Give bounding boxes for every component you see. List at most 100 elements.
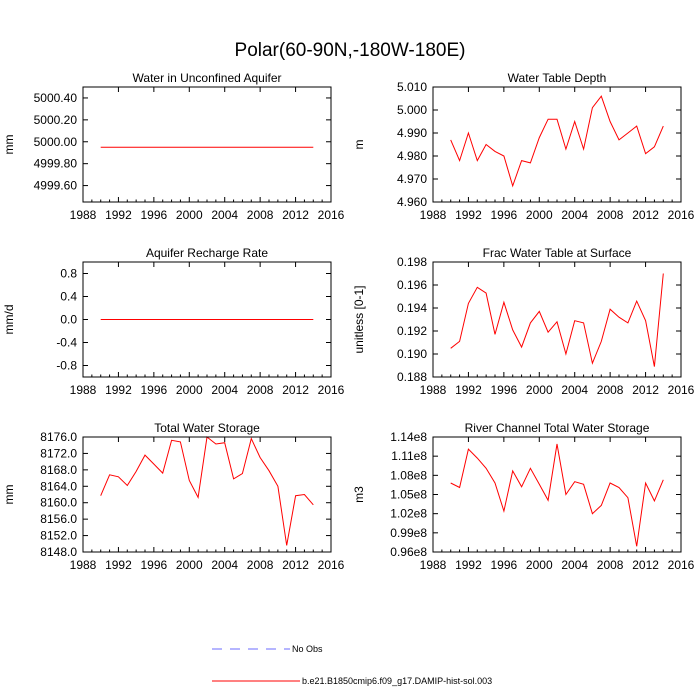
x-tick-label: 1988 xyxy=(70,383,97,397)
y-tick-label: 8148.0 xyxy=(40,545,77,559)
y-tick-label: 0.188 xyxy=(397,370,427,384)
y-tick-label: 0.99e8 xyxy=(390,526,427,540)
x-tick-label: 1988 xyxy=(420,208,447,222)
x-tick-label: 1996 xyxy=(491,558,518,572)
legend-label-no-obs: No Obs xyxy=(292,644,323,654)
chart-panel-2: Water Table Depth m 1988 1992 1996 2000 2004 20… xyxy=(352,71,695,222)
figure-title: Polar(60-90N,-180W-180E) xyxy=(235,40,466,61)
plot-frame xyxy=(432,436,682,553)
y-tick-label: 8176.0 xyxy=(40,430,77,444)
x-tick-label: 2000 xyxy=(176,383,203,397)
y-tick-label: 5.010 xyxy=(397,80,427,94)
chart-panel-5: Total Water Storage mm 1988 1992 1996 2000 200… xyxy=(2,421,345,572)
y-tick-label: 4.960 xyxy=(397,195,427,209)
x-tick-label: 2004 xyxy=(211,208,238,222)
series-line-1 xyxy=(100,436,314,546)
panel-title: Frac Water Table at Surface xyxy=(483,246,632,260)
chart-panel-1: Water in Unconfined Aquifer mm 1988 1992 199… xyxy=(2,71,345,222)
y-tick-label: 1.02e8 xyxy=(390,507,427,521)
y-tick-label: 1.05e8 xyxy=(390,488,427,502)
y-tick-label: 8172.0 xyxy=(40,446,77,460)
panel-ylabel: m3 xyxy=(352,486,366,503)
y-tick-label: 0.8 xyxy=(60,267,77,281)
y-tick-label: 0.4 xyxy=(60,290,77,304)
x-tick-label: 2012 xyxy=(282,558,309,572)
x-tick-label: 1996 xyxy=(491,208,518,222)
y-tick-label: 0.198 xyxy=(397,255,427,269)
y-tick-label: 0.190 xyxy=(397,347,427,361)
panel-ylabel: mm xyxy=(2,135,16,155)
x-tick-label: 2000 xyxy=(176,558,203,572)
x-tick-label: 2004 xyxy=(561,208,588,222)
x-tick-label: 2012 xyxy=(632,558,659,572)
x-tick-label: 1996 xyxy=(491,383,518,397)
x-tick-label: 2008 xyxy=(247,558,274,572)
y-tick-label: -0.8 xyxy=(56,359,77,373)
y-tick-label: 0.192 xyxy=(397,324,427,338)
y-tick-label: 1.08e8 xyxy=(390,468,427,482)
series-line-1 xyxy=(450,273,664,367)
x-tick-label: 2000 xyxy=(176,208,203,222)
panel-title: Total Water Storage xyxy=(154,421,260,435)
y-tick-label: 0.96e8 xyxy=(390,545,427,559)
x-tick-label: 2008 xyxy=(597,383,624,397)
y-tick-label: 4999.80 xyxy=(34,157,78,171)
y-tick-label: 0.0 xyxy=(60,313,77,327)
y-tick-label: 4.990 xyxy=(397,126,427,140)
x-tick-label: 2000 xyxy=(526,208,553,222)
x-tick-label: 2000 xyxy=(526,558,553,572)
panel-ylabel: unitless [0-1] xyxy=(352,285,366,353)
y-tick-label: 8152.0 xyxy=(40,529,77,543)
x-tick-label: 2016 xyxy=(668,383,695,397)
panel-ylabel: mm xyxy=(2,485,16,505)
x-tick-label: 2012 xyxy=(282,383,309,397)
x-tick-label: 2016 xyxy=(668,558,695,572)
x-tick-label: 1992 xyxy=(455,208,482,222)
y-tick-label: -0.4 xyxy=(56,336,77,350)
y-tick-label: 0.194 xyxy=(397,301,427,315)
x-tick-label: 2016 xyxy=(318,383,345,397)
x-tick-label: 2016 xyxy=(318,558,345,572)
chart-panel-3: Aquifer Recharge Rate mm/d 1988 1992 1996 200… xyxy=(2,246,345,397)
x-tick-label: 1996 xyxy=(141,383,168,397)
x-tick-label: 2004 xyxy=(211,558,238,572)
chart-panels: Water in Unconfined Aquifer mm 1988 1992 199… xyxy=(2,71,695,572)
y-tick-label: 5000.00 xyxy=(34,135,78,149)
y-tick-label: 0.196 xyxy=(397,278,427,292)
y-tick-label: 4999.60 xyxy=(34,179,78,193)
x-tick-label: 1992 xyxy=(105,558,132,572)
y-tick-label: 8160.0 xyxy=(40,496,77,510)
x-tick-label: 2012 xyxy=(282,208,309,222)
y-tick-label: 8168.0 xyxy=(40,463,77,477)
x-tick-label: 2008 xyxy=(247,208,274,222)
y-tick-label: 8164.0 xyxy=(40,479,77,493)
x-tick-label: 2004 xyxy=(211,383,238,397)
y-tick-label: 4.970 xyxy=(397,172,427,186)
chart-panel-6: River Channel Total Water Storage m3 1988 1… xyxy=(352,421,695,572)
x-tick-label: 1988 xyxy=(420,383,447,397)
panel-title: Water in Unconfined Aquifer xyxy=(133,71,282,85)
chart-panel-4: Frac Water Table at Surface unitless [0-1… xyxy=(352,246,695,397)
plot-frame xyxy=(82,86,332,203)
y-tick-label: 5.000 xyxy=(397,103,427,117)
legend-label-model: b.e21.B1850cmip6.f09_g17.DAMIP-hist-sol.… xyxy=(302,676,492,686)
y-tick-label: 8156.0 xyxy=(40,512,77,526)
x-tick-label: 1992 xyxy=(455,558,482,572)
panel-ylabel: mm/d xyxy=(2,305,16,335)
x-tick-label: 2008 xyxy=(597,558,624,572)
y-tick-label: 5000.40 xyxy=(34,91,78,105)
x-tick-label: 1988 xyxy=(70,558,97,572)
x-tick-label: 2008 xyxy=(597,208,624,222)
plot-frame xyxy=(432,261,682,378)
x-tick-label: 2012 xyxy=(632,208,659,222)
y-tick-label: 5000.20 xyxy=(34,113,78,127)
plot-frame xyxy=(82,436,332,553)
x-tick-label: 2000 xyxy=(526,383,553,397)
legend: No Obs b.e21.B1850cmip6.f09_g17.DAMIP-hi… xyxy=(212,644,492,686)
x-tick-label: 2008 xyxy=(247,383,274,397)
y-tick-label: 1.14e8 xyxy=(390,430,427,444)
series-line-1 xyxy=(450,443,664,547)
x-tick-label: 1992 xyxy=(105,383,132,397)
y-tick-label: 4.980 xyxy=(397,149,427,163)
